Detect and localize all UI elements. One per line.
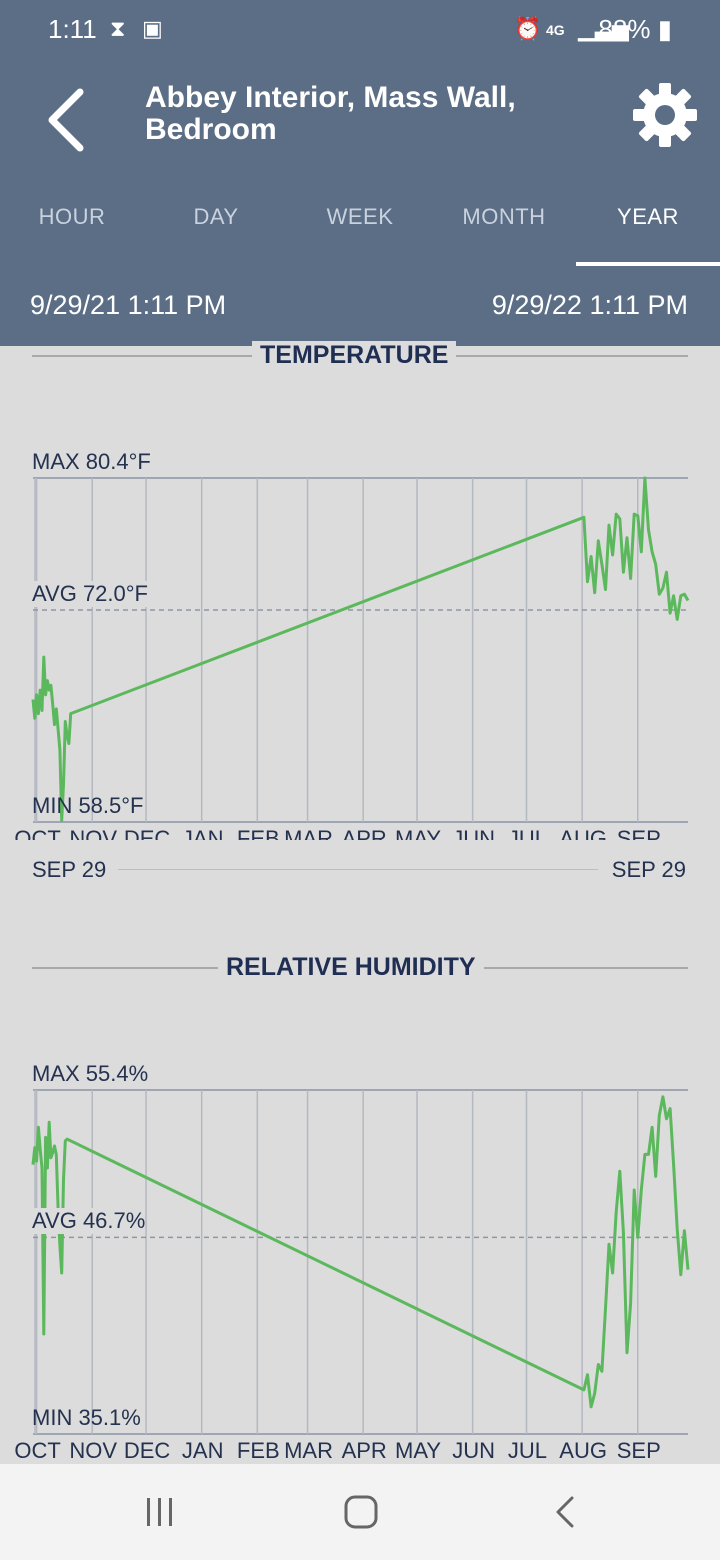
humidity-month-label-jan: JAN (182, 1438, 224, 1463)
system-nav-bar (0, 1464, 720, 1560)
humidity-avg-label: AVG 46.7% (32, 1208, 146, 1234)
humidity-month-label-jun: JUN (452, 1438, 495, 1463)
temperature-min-label: MIN 58.5°F (32, 793, 144, 818)
temperature-month-label-may: MAY (395, 826, 441, 840)
temperature-month-label-apr: APR (342, 826, 387, 840)
alarm-icon: ⏰ (514, 16, 542, 41)
humidity-max-label: MAX 55.4% (32, 1061, 149, 1087)
battery-level: 88% (598, 14, 651, 44)
temperature-month-label-oct: OCT (14, 826, 60, 840)
temperature-month-label-aug: AUG (559, 826, 607, 840)
temperature-month-label-jan: JAN (182, 826, 224, 840)
temperature-title: TEMPERATURE (252, 341, 457, 370)
humidity-month-label-feb: FEB (237, 1438, 280, 1463)
temperature-month-label-nov: NOV (69, 826, 117, 840)
battery-icon: ▮ (657, 14, 672, 44)
humidity-month-label-oct: OCT (14, 1438, 60, 1463)
image-icon: ▣ (142, 16, 163, 41)
4g-lte-icon: 4G (546, 22, 565, 38)
home-icon[interactable] (342, 1494, 382, 1530)
temperature-month-label-feb: FEB (237, 826, 280, 840)
temperature-month-label-jun: JUN (452, 826, 495, 840)
page-title: Abbey Interior, Mass Wall, Bedroom (145, 81, 516, 146)
humidity-month-label-aug: AUG (559, 1438, 607, 1463)
range-start: 9/29/21 1:11 PM (30, 290, 227, 320)
humidity-month-label-dec: DEC (124, 1438, 171, 1463)
battery-indicator: 88% ▮ (598, 14, 672, 45)
temperature-month-label-dec: DEC (124, 826, 171, 840)
time-range-tabs: HOUR DAY WEEK MONTH YEAR (0, 190, 720, 266)
temperature-max-label: MAX 80.4°F (32, 449, 151, 475)
tab-month[interactable]: MONTH (462, 204, 546, 229)
humidity-series-line (31, 1095, 690, 1409)
signal-icon: ▁▃▅ (578, 16, 629, 41)
status-bar: 1:11 ⧗ ▣ ⏰ 4G ▁▃▅ 88% ▮ (0, 0, 720, 60)
humidity-month-label-nov: NOV (69, 1438, 117, 1463)
humidity-title: RELATIVE HUMIDITY (218, 953, 484, 982)
humidity-month-label-apr: APR (342, 1438, 387, 1463)
humidity-month-label-mar: MAR (284, 1438, 333, 1463)
app-bar: Abbey Interior, Mass Wall, Bedroom (0, 70, 720, 170)
temperature-series-line (31, 476, 690, 822)
tab-day[interactable]: DAY (193, 204, 239, 229)
temperature-month-label-jul: JUL (508, 826, 547, 840)
temperature-month-label-sep: SEP (617, 826, 661, 840)
humidity-min-label: MIN 35.1% (32, 1405, 141, 1430)
back-nav-icon[interactable] (548, 1494, 584, 1530)
back-arrow-icon[interactable] (44, 80, 94, 160)
recent-apps-icon[interactable] (140, 1494, 180, 1530)
temperature-date-start: SEP 29 (32, 857, 107, 882)
tab-hour[interactable]: HOUR (38, 204, 106, 229)
humidity-chart: OCT NOV DEC JAN FEB MAR APR MAY JUN JUL AUG SEP (14, 1089, 690, 1463)
humidity-month-label-sep: SEP (617, 1438, 661, 1463)
tab-indicator (576, 262, 720, 266)
range-end: 9/29/22 1:11 PM (491, 290, 688, 320)
gear-icon[interactable] (630, 80, 700, 150)
hourglass-icon: ⧗ (110, 16, 126, 41)
app-header: 1:11 ⧗ ▣ ⏰ 4G ▁▃▅ 88% ▮ Abbey Interior, … (0, 0, 720, 346)
tab-week[interactable]: WEEK (326, 204, 394, 229)
temperature-avg-label: AVG 72.0°F (32, 581, 148, 607)
humidity-month-label-may: MAY (395, 1438, 441, 1463)
temperature-date-end: SEP 29 (611, 857, 686, 882)
status-time: 1:11 (48, 14, 97, 44)
date-range-rule (118, 869, 598, 870)
tab-year[interactable]: YEAR (617, 204, 679, 229)
temperature-month-label-mar: MAR (284, 826, 333, 840)
humidity-month-label-jul: JUL (508, 1438, 547, 1463)
temperature-chart: OCT NOV DEC JAN FEB MAR APR MAY JUN JUL AUG SEP (14, 476, 690, 840)
